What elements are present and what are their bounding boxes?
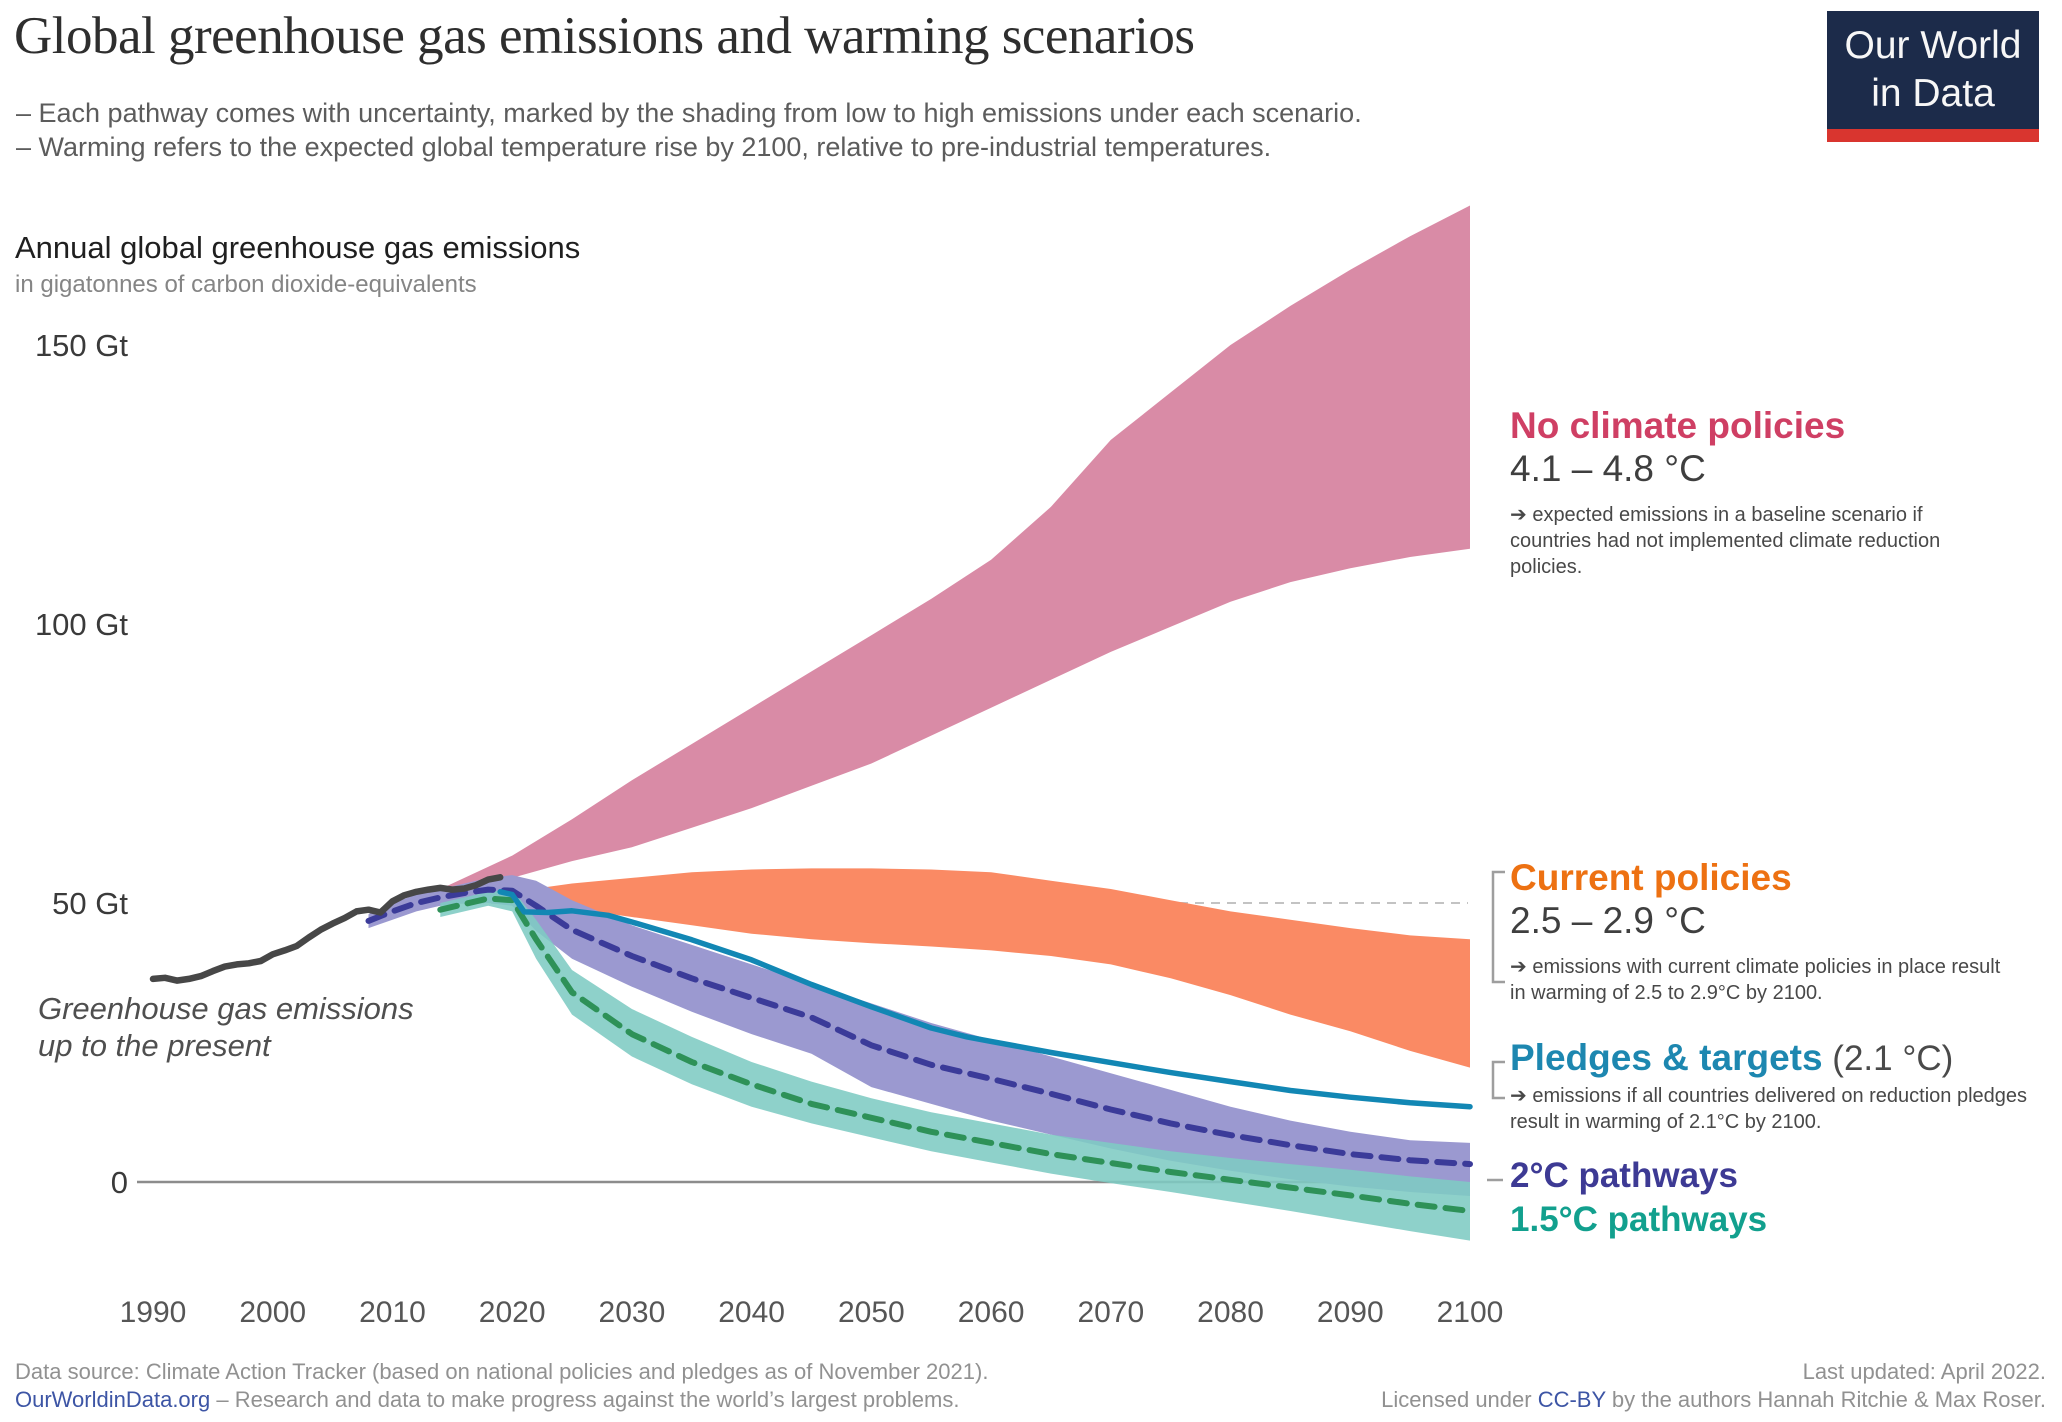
one-five-degree-median [437,895,1473,1214]
two-degree-band [368,875,1470,1196]
owid-logo-line1: Our World [1844,24,2022,67]
no-climate-policies-desc: ➔ expected emissions in a baseline scena… [1510,504,1941,578]
x-axis-label: 2080 [1197,1296,1264,1329]
two-degree-median [365,886,1473,1168]
license-note: Licensed under CC-BY by the authors Hann… [1381,1386,2046,1414]
subtitle-line-2: – Warming refers to the expected global … [16,132,1272,162]
y-axis-label: 0 [111,1165,128,1200]
x-axis-label: 2020 [479,1296,546,1329]
footer-left: Data source: Climate Action Tracker (bas… [15,1358,988,1414]
x-axis-label: 2100 [1437,1296,1504,1329]
no-climate-policies-label: No climate policies [1510,405,1846,446]
owid-logo-box: Our World in Data [1827,11,2039,129]
owid-logo-red-bar [1827,129,2039,142]
page-title: Global greenhouse gas emissions and warm… [14,7,1195,65]
x-axis-label: 2090 [1317,1296,1384,1329]
one-five-degree-pathways-label: 1.5°C pathways [1510,1200,1768,1239]
footer-left-line2: OurWorldinData.org – Research and data t… [15,1386,988,1414]
y-axis-label: 50 Gt [52,886,128,921]
owid-logo-line2: in Data [1871,72,1995,115]
pledges-targets-line [497,889,1473,1110]
y-axis-label: 150 Gt [35,328,128,363]
owid-logo: Our World in Data [1827,11,2039,142]
history-annotation-line2: up to the present [38,1028,271,1063]
historical-emissions [149,874,504,984]
x-axis-label: 2010 [359,1296,426,1329]
one-five-degree-band [440,889,1470,1241]
chart-unit-label: in gigatonnes of carbon dioxide-equivale… [15,271,477,298]
current-policies-bracket [1491,870,1505,984]
x-axis-label: 2030 [599,1296,666,1329]
annotation-pledges-targets: Pledges & targets (2.1 °C) ➔ emissions i… [1510,1036,2062,1135]
license-pre-text: Licensed under [1381,1387,1538,1412]
chart-axis-labels: 150 Gt 100 Gt 50 Gt 0 1990 2000 2010 2020 2030 20… [35,328,1503,1329]
annotation-current-policies: Current policies 2.5 – 2.9 °C ➔ emission… [1510,856,2015,1006]
two-degree-pathways-label: 2°C pathways [1510,1156,1738,1195]
history-annotation: Greenhouse gas emissions up to the prese… [38,990,414,1064]
x-axis-label: 2070 [1077,1296,1144,1329]
last-updated-note: Last updated: April 2022. [1802,1359,2046,1384]
x-axis-label: 2040 [718,1296,785,1329]
pledges-targets-desc: ➔ emissions if all countries delivered o… [1510,1085,2028,1133]
current-policies-label: Current policies [1510,857,1792,898]
annotation-no-climate-policies: No climate policies 4.1 – 4.8 °C ➔ expec… [1510,404,1988,580]
current-policies-band [512,868,1470,1068]
subtitle-line-1: – Each pathway comes with uncertainty, m… [16,98,1362,128]
owid-site-link[interactable]: OurWorldinData.org [15,1387,211,1412]
no-climate-policies-range: 4.1 – 4.8 °C [1510,448,1706,489]
x-axis-label: 2000 [239,1296,306,1329]
x-axis-label: 2050 [838,1296,905,1329]
license-post-text: by the authors Hannah Ritchie & Max Rose… [1605,1387,2046,1412]
chart-series [149,205,1473,1241]
annotation-pathways: 2°C pathways 1.5°C pathways [1510,1154,1767,1242]
footer-right: Last updated: April 2022. Licensed under… [1381,1358,2046,1414]
no-climate-policies-band [428,205,1470,898]
pledges-targets-temperature: (2.1 °C) [1822,1039,1954,1078]
x-axis-label: 2060 [958,1296,1025,1329]
y-axis-label: 100 Gt [35,607,128,642]
current-policies-range: 2.5 – 2.9 °C [1510,900,1706,941]
data-source-note: Data source: Climate Action Tracker (bas… [15,1359,989,1384]
chart-title: Annual global greenhouse gas emissions [15,230,581,265]
cc-by-link[interactable]: CC-BY [1537,1387,1606,1412]
current-policies-desc: ➔ emissions with current climate policie… [1510,956,2001,1004]
pledges-targets-bracket [1491,1060,1505,1100]
x-axis-label: 1990 [120,1296,187,1329]
footer-mission-text: – Research and data to make progress aga… [210,1387,960,1412]
history-annotation-line1: Greenhouse gas emissions [38,991,414,1026]
pledges-targets-label: Pledges & targets [1510,1037,1823,1078]
